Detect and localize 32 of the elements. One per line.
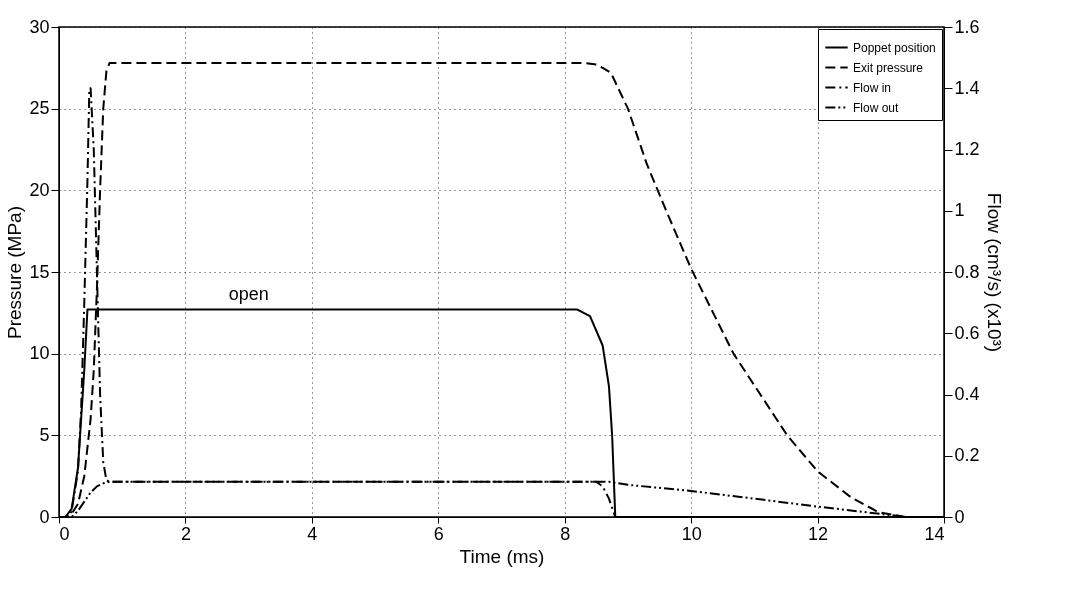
x-tick-label: 8	[560, 523, 571, 544]
x-tick-label: 10	[681, 523, 702, 544]
y2-tick-label: 0.6	[954, 322, 980, 343]
x-tick-label: 12	[808, 523, 829, 544]
y-tick-label: 5	[39, 424, 50, 445]
y-tick-label: 30	[29, 16, 50, 37]
y2-tick-label: 0	[954, 506, 965, 527]
x-tick-label: 4	[307, 523, 318, 544]
x-tick-label: 2	[180, 523, 191, 544]
y-tick-label: 20	[29, 179, 50, 200]
x-axis-title: Time (ms)	[459, 545, 545, 567]
y-tick-label: 15	[29, 261, 50, 282]
x-tick-label: 14	[924, 523, 945, 544]
y2-tick-label: 0.4	[954, 384, 980, 404]
y2-axis-title: Flow (cm³/s) (x10³)	[983, 192, 1005, 353]
y2-tick-label: 0.2	[954, 445, 980, 466]
x-tick-label: 6	[433, 523, 444, 544]
y-tick-label: 25	[29, 98, 50, 119]
y-tick-label: 10	[29, 343, 50, 364]
x-tick-label: 0	[59, 523, 70, 544]
y2-tick-label: 0.8	[954, 261, 980, 282]
y2-tick-label: 1.6	[954, 16, 980, 37]
legend-label: Flow out	[853, 100, 900, 115]
y-tick-label: 0	[39, 506, 50, 527]
y2-tick-label: 1.4	[954, 77, 980, 98]
legend-label: Exit pressure	[853, 60, 924, 75]
y2-tick-label: 1	[954, 200, 965, 221]
legend-label: Flow in	[853, 80, 892, 95]
y2-tick-label: 1.2	[954, 139, 980, 159]
legend-label: Poppet position	[853, 40, 936, 55]
annotation: open	[228, 283, 269, 304]
y-axis-title: Pressure (MPa)	[4, 205, 26, 340]
